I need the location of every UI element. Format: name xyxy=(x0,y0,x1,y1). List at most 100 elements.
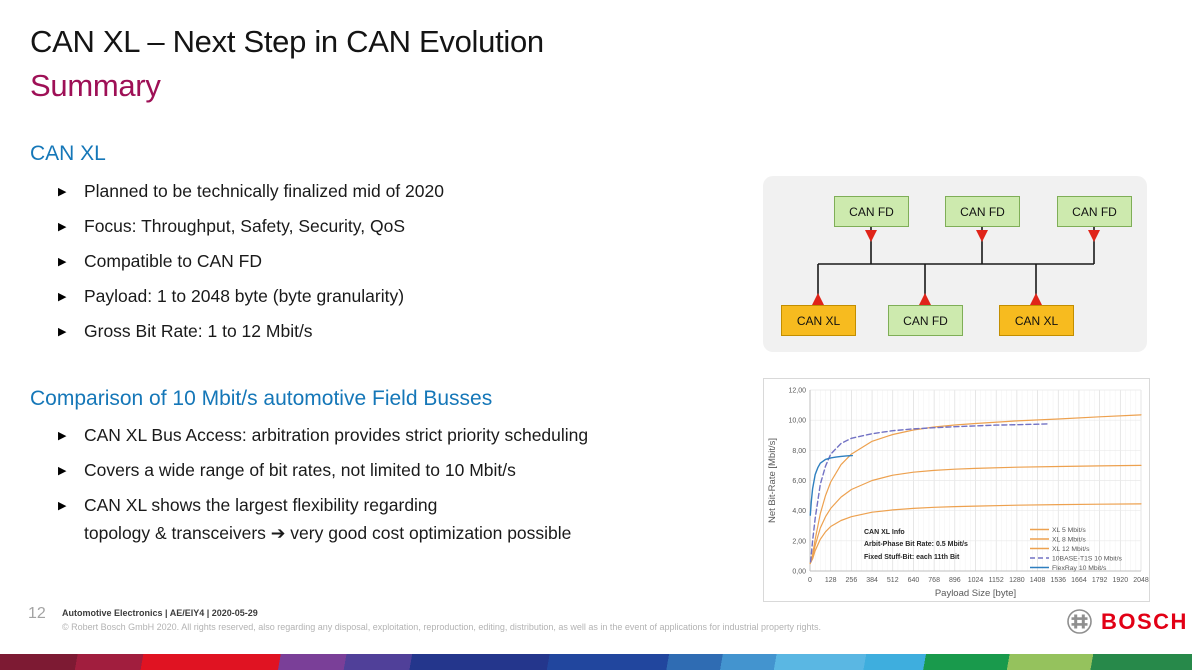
bullet-icon: ▶ xyxy=(58,221,67,233)
list-item: ▶ Covers a wide range of bit rates, not … xyxy=(58,459,588,482)
footer-copyright-line: © Robert Bosch GmbH 2020. All rights res… xyxy=(62,622,822,632)
x-axis-label: Payload Size [byte] xyxy=(935,588,1016,599)
chart-legend: XL 5 Mbit/s XL 8 Mbit/s XL 12 Mbit/s 10BASE… xyxy=(1030,527,1122,572)
y-axis-label: Net Bit-Rate [Mbit/s] xyxy=(767,438,778,523)
bullet-text: CAN XL shows the largest flexibility reg… xyxy=(84,495,438,515)
svg-text:XL 5 Mbit/s: XL 5 Mbit/s xyxy=(1052,527,1086,534)
arrow-down-icon xyxy=(865,230,877,242)
section1-bullet-list: ▶ Planned to be technically finalized mi… xyxy=(58,180,444,355)
bitrate-chart-panel: 0,00 2,00 4,00 6,00 8,00 10,00 12,00 0 128 256 384… xyxy=(763,378,1150,602)
node-can-fd-bottom-2: CAN FD xyxy=(888,305,963,336)
svg-text:10,00: 10,00 xyxy=(788,418,806,425)
page-subtitle: Summary xyxy=(30,68,161,103)
svg-text:XL 8 Mbit/s: XL 8 Mbit/s xyxy=(1052,536,1086,543)
bosch-emblem-icon xyxy=(1067,609,1092,634)
bullet-icon: ▶ xyxy=(58,430,67,442)
bullet-icon: ▶ xyxy=(58,465,67,477)
svg-text:1280: 1280 xyxy=(1009,577,1025,584)
bullet-text: Planned to be technically finalized mid … xyxy=(84,181,444,201)
list-item: ▶ Focus: Throughput, Safety, Security, Q… xyxy=(58,215,444,238)
node-label: CAN FD xyxy=(1072,204,1117,219)
bullet-text: CAN XL Bus Access: arbitration provides … xyxy=(84,425,589,445)
svg-text:384: 384 xyxy=(866,577,878,584)
svg-text:768: 768 xyxy=(928,577,940,584)
can-topology-diagram: CAN FD CAN FD CAN FD CAN XL CAN FD CAN X… xyxy=(763,176,1147,352)
svg-text:2,00: 2,00 xyxy=(792,538,806,545)
svg-text:FlexRay 10 Mbit/s: FlexRay 10 Mbit/s xyxy=(1052,565,1107,572)
bosch-logo: BOSCH xyxy=(1066,608,1188,635)
svg-text:512: 512 xyxy=(887,577,899,584)
bullet-text: Covers a wide range of bit rates, not li… xyxy=(84,460,516,480)
bitrate-line-chart: 0,00 2,00 4,00 6,00 8,00 10,00 12,00 0 128 256 384… xyxy=(767,388,1149,600)
node-label: CAN FD xyxy=(903,313,948,328)
bullet-text: Focus: Throughput, Safety, Security, QoS xyxy=(84,216,405,236)
svg-text:10BASE-T1S 10 Mbit/s: 10BASE-T1S 10 Mbit/s xyxy=(1052,555,1122,562)
arrow-up-icon xyxy=(1030,293,1042,305)
series-line xyxy=(809,503,1142,565)
svg-text:Fixed Stuff-Bit: each 11th Bit: Fixed Stuff-Bit: each 11th Bit xyxy=(864,554,960,561)
chart-axes xyxy=(809,390,1141,572)
svg-text:1024: 1024 xyxy=(968,577,984,584)
arrow-down-icon xyxy=(976,230,988,242)
svg-text:1408: 1408 xyxy=(1030,577,1046,584)
node-label: CAN XL xyxy=(1014,313,1059,328)
node-can-fd-top-2: CAN FD xyxy=(945,196,1020,227)
svg-text:Arbit-Phase Bit Rate: 0.5 Mbit: Arbit-Phase Bit Rate: 0.5 Mbit/s xyxy=(864,541,968,548)
series-line xyxy=(809,454,854,516)
svg-text:1664: 1664 xyxy=(1071,577,1087,584)
list-item: ▶ Planned to be technically finalized mi… xyxy=(58,180,444,203)
list-item: ▶ CAN XL shows the largest flexibility r… xyxy=(58,494,588,544)
svg-text:0: 0 xyxy=(808,577,812,584)
section1-heading: CAN XL xyxy=(30,142,106,165)
bosch-supergraphic-bar xyxy=(0,654,1192,670)
arrow-down-icon xyxy=(1088,230,1100,242)
svg-text:1920: 1920 xyxy=(1113,577,1129,584)
svg-text:896: 896 xyxy=(949,577,961,584)
bullet-icon: ▶ xyxy=(58,256,67,268)
node-can-xl-bottom-1: CAN XL xyxy=(781,305,856,336)
svg-text:CAN XL Info: CAN XL Info xyxy=(864,529,905,536)
svg-text:1536: 1536 xyxy=(1050,577,1066,584)
svg-text:1792: 1792 xyxy=(1092,577,1108,584)
svg-text:1152: 1152 xyxy=(989,577,1004,584)
bullet-text: Payload: 1 to 2048 byte (byte granularit… xyxy=(84,286,405,306)
svg-text:640: 640 xyxy=(908,577,920,584)
bosch-wordmark: BOSCH xyxy=(1101,608,1188,634)
bullet-text: Compatible to CAN FD xyxy=(84,251,262,271)
node-label: CAN FD xyxy=(960,204,1005,219)
list-item: ▶ CAN XL Bus Access: arbitration provide… xyxy=(58,424,588,447)
series-line xyxy=(809,414,1142,565)
svg-text:6,00: 6,00 xyxy=(792,478,806,485)
section2-heading: Comparison of 10 Mbit/s automotive Field… xyxy=(30,387,493,410)
bullet-icon: ▶ xyxy=(58,186,67,198)
page-number: 12 xyxy=(28,605,46,622)
bullet-icon: ▶ xyxy=(58,500,67,512)
list-item: ▶ Gross Bit Rate: 1 to 12 Mbit/s xyxy=(58,320,444,343)
svg-text:256: 256 xyxy=(846,577,858,584)
node-can-fd-top-3: CAN FD xyxy=(1057,196,1132,227)
bullet-text: Gross Bit Rate: 1 to 12 Mbit/s xyxy=(84,321,313,341)
section2-bullet-list: ▶ CAN XL Bus Access: arbitration provide… xyxy=(58,424,588,556)
svg-text:4,00: 4,00 xyxy=(792,508,806,515)
arrow-up-icon xyxy=(919,293,931,305)
chart-annotation: CAN XL Info Arbit-Phase Bit Rate: 0.5 Mbi… xyxy=(864,529,968,561)
footer-department-line: Automotive Electronics | AE/EIY4 | 2020-… xyxy=(62,608,258,618)
svg-text:2048: 2048 xyxy=(1133,577,1149,584)
bus-wiring xyxy=(812,227,1100,305)
bus-lines-graphic xyxy=(812,227,1100,305)
page-title: CAN XL – Next Step in CAN Evolution xyxy=(30,24,544,59)
list-item: ▶ Compatible to CAN FD xyxy=(58,250,444,273)
axis-tick-labels: 0,00 2,00 4,00 6,00 8,00 10,00 12,00 0 128 256 384… xyxy=(788,388,1148,585)
node-can-fd-top-1: CAN FD xyxy=(834,196,909,227)
svg-text:8,00: 8,00 xyxy=(792,448,806,455)
series-line xyxy=(809,464,1142,565)
svg-text:128: 128 xyxy=(825,577,837,584)
arrow-up-icon xyxy=(812,293,824,305)
chart-series xyxy=(809,414,1142,565)
bullet-icon: ▶ xyxy=(58,291,67,303)
node-label: CAN FD xyxy=(849,204,894,219)
svg-text:XL 12 Mbit/s: XL 12 Mbit/s xyxy=(1052,546,1090,553)
svg-text:0,00: 0,00 xyxy=(792,569,806,576)
node-label: CAN XL xyxy=(796,313,841,328)
